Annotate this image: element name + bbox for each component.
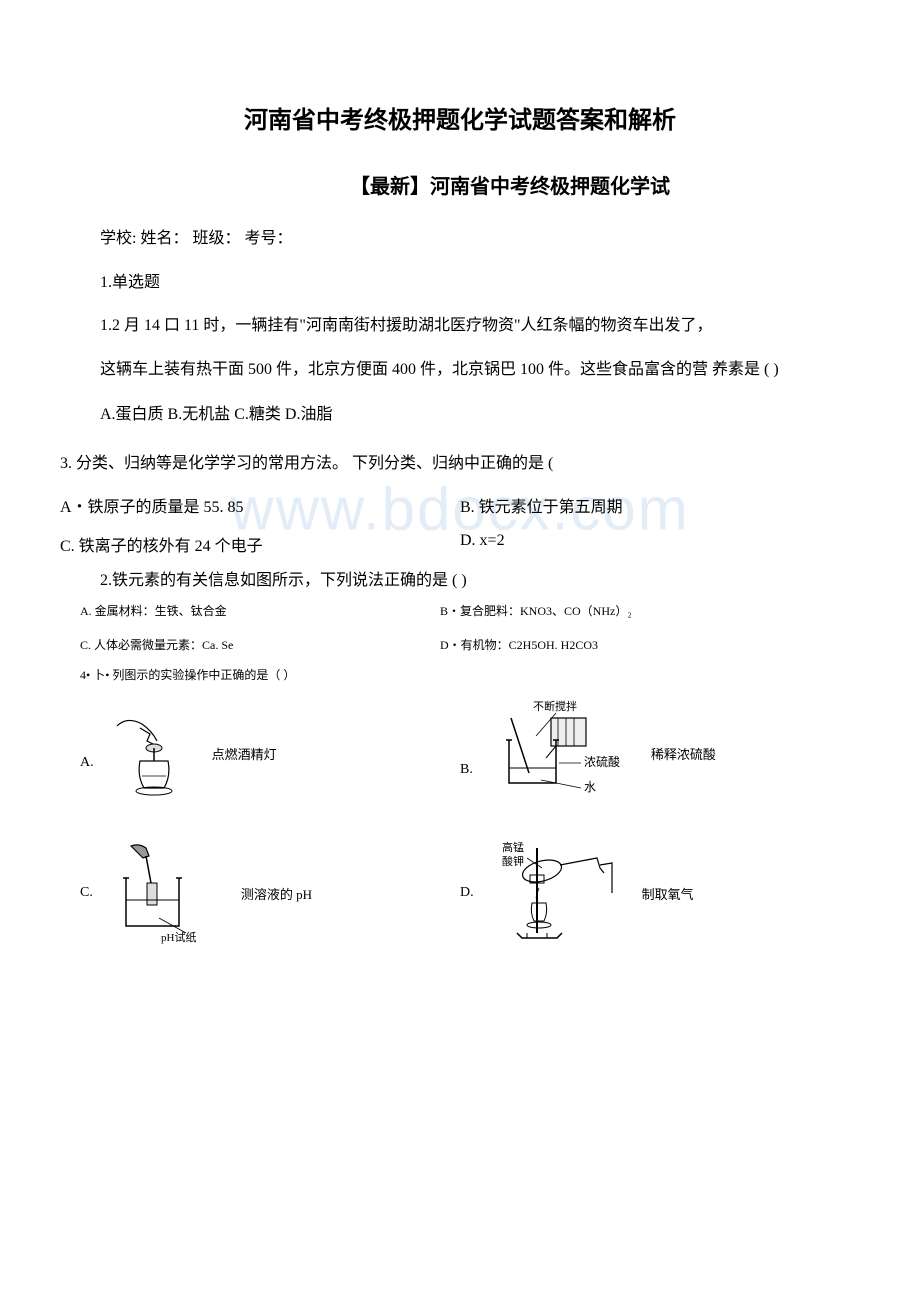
q3-stem: 3. 分类、归纳等是化学学习的常用方法。 下列分类、归纳中正确的是 ( (60, 449, 860, 473)
q4-cell-b: B. 不断搅拌 浓硫酸 水 (460, 698, 716, 808)
ph-test-icon: pH试纸 (101, 838, 231, 948)
kmno4-annotation-1: 高锰 (502, 840, 524, 854)
q4-row-ab: A. 点燃酒精灯 B. 不断搅拌 (80, 698, 860, 808)
water-annotation: 水 (584, 780, 596, 794)
q4-diagrams: A. 点燃酒精灯 B. 不断搅拌 (80, 698, 860, 953)
q3-options-row1: A・铁原子的质量是 55. 85 B. 铁元素位于第五周期 (60, 493, 860, 517)
kmno4-annotation-2: 酸钾 (502, 854, 524, 868)
acid-annotation: 浓硫酸 (584, 754, 620, 769)
q1-text-line1: 1.2 月 14 口 11 时，一辆挂有"河南南街村援助湖北医疗物资"人红条幅的… (100, 312, 860, 341)
q3-options-row2: C. 铁离子的核外有 24 个电子 D. x=2 (60, 532, 860, 556)
q3-option-a: A・铁原子的质量是 55. 85 (60, 493, 460, 517)
student-meta: 学校: 姓名： 班级： 考号： (100, 224, 860, 248)
q2-option-a: A. 金属材料：生铁、钛合金 (80, 598, 440, 624)
q3-option-d: D. x=2 (460, 532, 860, 556)
q4-row-cd: C. pH试纸 测溶液的 pH D. 高锰 酸钾 (80, 833, 860, 953)
page-content: 河南省中考终极押题化学试题答案和解析 【最新】河南省中考终极押题化学试 学校: … (60, 100, 860, 953)
stir-annotation: 不断搅拌 (533, 699, 577, 713)
q4-cell-d: D. 高锰 酸钾 制取氧气 (460, 833, 694, 953)
q1-text-line2: 这辆车上装有热干面 500 件，北京方便面 400 件，北京锅巴 100 件。这… (100, 356, 860, 385)
alcohol-lamp-icon (102, 706, 202, 801)
q4-cell-a: A. 点燃酒精灯 (80, 706, 460, 801)
q4-d-caption: 制取氧气 (642, 884, 694, 903)
q3-option-b: B. 铁元素位于第五周期 (460, 493, 860, 517)
q4-b-caption: 稀释浓硫酸 (651, 744, 716, 763)
q4-d-label: D. (460, 885, 474, 901)
q4-b-label: B. (460, 762, 473, 808)
section-header: 1.单选题 (100, 268, 860, 292)
q2-option-c: C. 人体必需微量元素：Ca. Se (80, 632, 440, 658)
ph-paper-annotation: pH试纸 (161, 931, 196, 944)
q4-a-label: A. (80, 755, 94, 801)
q4-c-label: C. (80, 885, 93, 901)
q2-stem: 2.铁元素的有关信息如图所示，下列说法正确的是 ( ) (100, 566, 860, 590)
oxygen-prep-icon: 高锰 酸钾 (482, 833, 632, 953)
q2-option-b: B・复合肥料：KNO3、CO（NHz）₂ (440, 598, 860, 624)
q4-a-caption: 点燃酒精灯 (212, 744, 277, 763)
dilute-acid-icon: 不断搅拌 浓硫酸 水 (481, 698, 641, 808)
q4-stem: 4• 卜• 列图示的实验操作中正确的是（ ） (80, 666, 860, 683)
q1-options: A.蛋白质 B.无机盐 C.糖类 D.油脂 (100, 400, 860, 424)
sub-title: 【最新】河南省中考终极押题化学试 (60, 170, 860, 199)
main-title: 河南省中考终极押题化学试题答案和解析 (60, 100, 860, 135)
q2-option-d: D・有机物：C2H5OH. H2CO3 (440, 632, 860, 658)
q4-c-caption: 测溶液的 pH (241, 884, 312, 903)
q3-option-c: C. 铁离子的核外有 24 个电子 (60, 532, 460, 556)
q2-options: A. 金属材料：生铁、钛合金 B・复合肥料：KNO3、CO（NHz）₂ C. 人… (80, 598, 860, 659)
q4-cell-c: C. pH试纸 测溶液的 pH (80, 838, 460, 948)
